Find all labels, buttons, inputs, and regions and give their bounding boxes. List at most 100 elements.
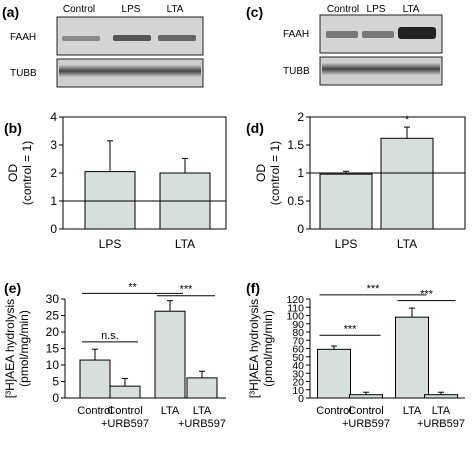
panel-label-b: (b): [4, 120, 22, 136]
chart-f-ylabel: [³H]AEA hydrolysis: [247, 299, 261, 398]
chart-b-ytick-label: 2: [50, 166, 57, 180]
chart-e-ytick-label: 10: [46, 358, 60, 372]
chart-d-ytick-label: 2: [297, 110, 304, 124]
chart-e-category-label: +URB597: [178, 418, 226, 430]
blot-c-tubb-band: [322, 63, 440, 75]
chart-f-significance-label: ***: [420, 289, 434, 301]
bar-chart-b: 0 1 2 3 4 OD (control = 1) LPS LTA: [6, 110, 227, 251]
blot-a-row-faah: FAAH: [10, 32, 36, 43]
chart-b-category-label: LPS: [99, 237, 122, 251]
panel-label-e: (e): [4, 280, 21, 296]
chart-f-bar: [317, 348, 351, 399]
chart-e-significance-label: **: [128, 281, 137, 293]
chart-f-ytick-label: 0: [298, 393, 304, 405]
blot-a-faah-band-control: [62, 36, 100, 41]
chart-e-ytick-label: 20: [46, 325, 60, 339]
chart-f-ytick-label: 20: [292, 377, 304, 389]
chart-e-category-label: Control: [77, 405, 112, 417]
chart-d-ylabel: (control = 1): [268, 141, 282, 205]
western-blot-a: Control LPS LTA FAAH TUBB: [10, 4, 204, 88]
chart-f-significance-label: ***: [344, 323, 358, 335]
chart-e-category-label: LTA: [161, 405, 180, 417]
blot-c-faah-band-lps: [362, 31, 394, 38]
panel-label-f: (f): [246, 280, 260, 296]
chart-b-ylabel: (control = 1): [20, 141, 34, 205]
chart-f-ytick-label: 110: [287, 302, 304, 314]
blot-a-lane-lta: LTA: [167, 4, 184, 15]
chart-f-significance-label: ***: [367, 283, 381, 295]
chart-e-bar: [154, 310, 186, 399]
chart-d-category-label: LPS: [335, 237, 358, 251]
blot-a-faah-band-lta: [158, 35, 196, 41]
chart-e-category-label: +URB597: [101, 418, 149, 430]
chart-f-bar: [424, 394, 458, 399]
chart-e-bar: [109, 385, 141, 399]
chart-e-significance-label: n.s.: [101, 330, 119, 342]
chart-f-ytick-label: 90: [292, 319, 304, 331]
blot-c-faah-band-control: [326, 31, 358, 38]
chart-f-category-label: Control: [316, 405, 351, 417]
chart-e-category-label: LTA: [193, 405, 212, 417]
chart-d-significance-label: *: [405, 114, 410, 126]
chart-f-category-label: LTA: [403, 405, 422, 417]
blot-a-lane-lps: LPS: [122, 4, 141, 15]
western-blot-c: Control LPS LTA FAAH TUBB: [283, 4, 443, 86]
bar-chart-d: 0 0.5 1 1.5 2 OD (control = 1) LPS LTA *: [254, 110, 466, 251]
chart-b-ytick-label: 0: [50, 222, 57, 236]
chart-e-ytick-label: 30: [46, 292, 60, 306]
chart-f-ytick-label: 60: [292, 344, 304, 356]
blot-c-row-tubb: TUBB: [283, 66, 310, 77]
chart-d-ylabel: OD: [254, 164, 268, 182]
chart-b-ytick-label: 4: [50, 110, 57, 124]
chart-e-ylabel: [³H]AEA hydrolysis: [3, 299, 17, 398]
chart-f-ytick-label: 40: [292, 360, 304, 372]
panel-label-a: (a): [2, 4, 19, 20]
chart-f-bar: [349, 394, 383, 399]
chart-e-bar: [186, 377, 218, 399]
chart-e-ylabel: (pmol/mg/min): [17, 310, 31, 387]
chart-f-ylabel: (pmol/mg/min): [261, 310, 275, 387]
chart-d-ytick-label: 0.5: [287, 194, 304, 208]
chart-d-category-label: LTA: [397, 237, 417, 251]
chart-d-ytick-label: 1: [297, 166, 304, 180]
blot-a-faah-band-lps: [113, 35, 151, 41]
blot-c-lane-lta: LTA: [403, 4, 420, 15]
chart-d-bar: [319, 173, 373, 230]
chart-d-ytick-label: 0: [297, 222, 304, 236]
chart-e-bar: [79, 359, 111, 399]
chart-f-ytick-label: 70: [292, 335, 304, 347]
blot-c-row-faah: FAAH: [283, 29, 309, 40]
chart-b-bar: [84, 171, 136, 230]
chart-f-bar: [395, 316, 429, 399]
chart-f-category-label: +URB597: [342, 418, 390, 430]
chart-e-ytick-label: 0: [52, 391, 59, 405]
chart-f-ytick-label: 10: [292, 385, 304, 397]
chart-b-ytick-label: 3: [50, 138, 57, 152]
chart-b-ytick-label: 1: [50, 194, 57, 208]
bar-chart-e: 0 5 10 15 20 25 30 [³H]AEA hydrolysis (pmol/mg/m…: [3, 281, 226, 430]
chart-e-significance-label: ***: [180, 284, 194, 296]
chart-e-ytick-label: 15: [46, 342, 60, 356]
chart-f-ytick-label: 120: [286, 294, 304, 306]
chart-f-category-label: +URB597: [417, 418, 465, 430]
chart-f-ytick-label: 100: [286, 311, 304, 323]
blot-a-lane-control: Control: [63, 4, 95, 15]
chart-b-category-label: LTA: [175, 237, 195, 251]
chart-d-ytick-label: 1.5: [287, 138, 304, 152]
blot-c-lane-control: Control: [327, 4, 359, 15]
chart-f-ytick-label: 50: [292, 352, 304, 364]
blot-c-lane-lps: LPS: [367, 4, 386, 15]
chart-e-category-label: Control: [107, 405, 142, 417]
chart-b-ylabel: OD: [6, 164, 20, 182]
chart-e-ytick-label: 25: [46, 309, 60, 323]
blot-a-tubb-band: [59, 65, 201, 77]
chart-e-ytick-label: 5: [52, 375, 59, 389]
panel-label-c: (c): [246, 4, 263, 20]
chart-f-ytick-label: 30: [292, 368, 304, 380]
chart-d-bar: [380, 137, 434, 230]
chart-f-ytick-label: 80: [292, 327, 304, 339]
panel-label-d: (d): [246, 120, 264, 136]
blot-a-row-tubb: TUBB: [10, 68, 37, 79]
